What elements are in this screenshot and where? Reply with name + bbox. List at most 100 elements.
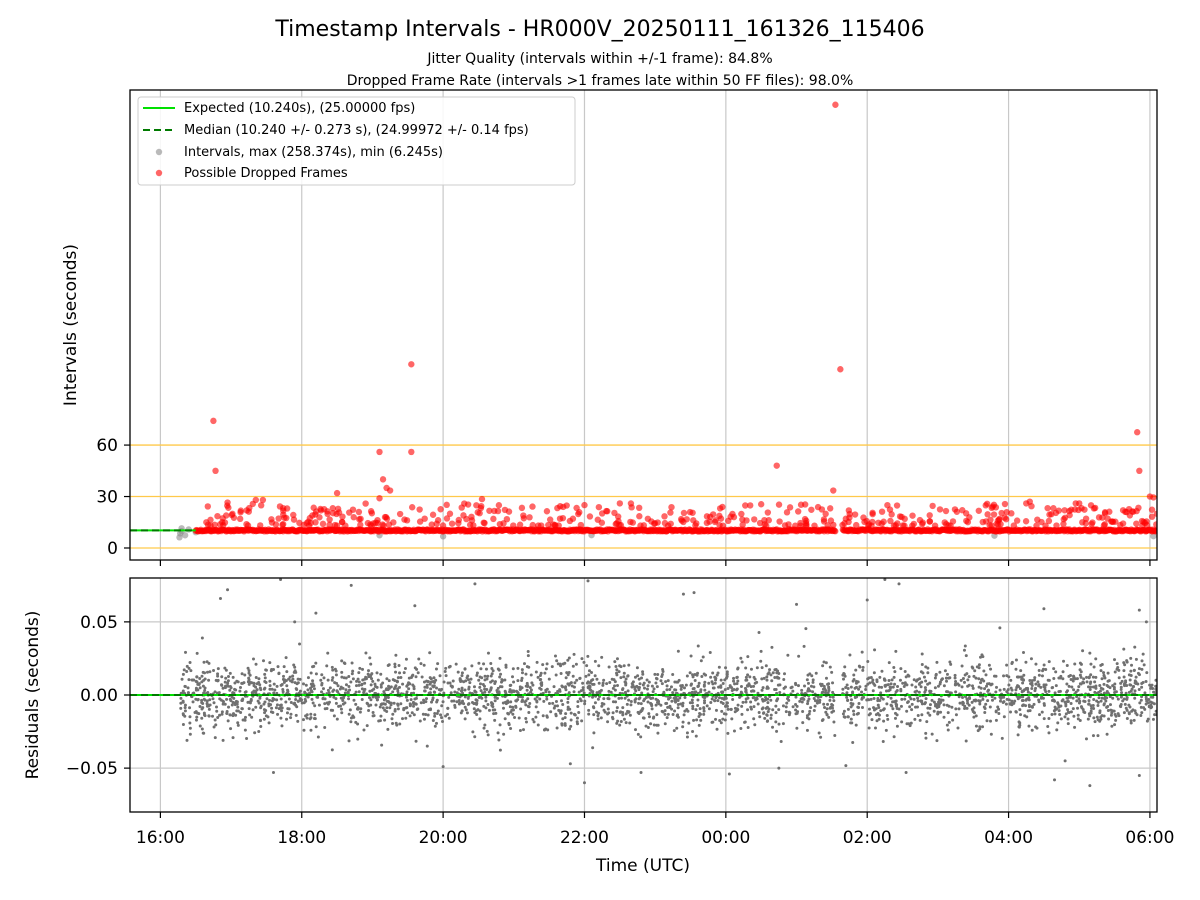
dropped-frame-point <box>439 522 447 529</box>
residual-point <box>366 669 370 673</box>
residual-point <box>321 697 325 701</box>
residual-point <box>461 699 465 703</box>
residual-point <box>396 691 400 695</box>
residual-point <box>739 656 743 660</box>
residual-point <box>616 719 620 723</box>
residual-point <box>503 717 507 721</box>
residual-point <box>347 674 351 678</box>
residual-point <box>433 714 437 718</box>
residual-point <box>892 666 896 670</box>
dropped-frame-point <box>651 520 658 527</box>
residual-point <box>889 682 893 686</box>
residual-point <box>1137 688 1141 692</box>
residual-point <box>229 699 233 703</box>
residual-point <box>243 673 247 677</box>
residual-point <box>195 715 199 719</box>
residual-point <box>563 722 567 726</box>
residual-point <box>512 680 516 684</box>
residual-point <box>572 685 576 689</box>
residual-point <box>294 713 298 717</box>
dropped-frame-point <box>680 518 687 526</box>
residual-point <box>428 691 432 695</box>
residual-point <box>961 701 965 705</box>
residual-point <box>561 703 565 707</box>
residual-point <box>1144 702 1148 706</box>
dropped-frame-point <box>329 505 336 512</box>
dropped-frame-outlier <box>259 496 267 504</box>
residual-point <box>268 679 272 683</box>
residual-point <box>882 719 886 723</box>
residual-point <box>378 719 382 723</box>
residual-point <box>924 697 928 701</box>
residual-point <box>848 653 852 657</box>
dropped-frame-point <box>845 507 853 514</box>
residual-point <box>668 696 672 700</box>
dropped-frame-point <box>794 508 802 515</box>
dropped-frame-point <box>786 504 794 511</box>
residual-point <box>693 679 697 683</box>
residual-point <box>954 707 958 711</box>
residual-point <box>607 689 611 693</box>
dropped-frame-point <box>1033 522 1040 529</box>
residual-point <box>298 677 302 681</box>
residual-point <box>578 677 582 681</box>
residual-point <box>615 706 619 710</box>
residual-point <box>1059 717 1063 721</box>
residual-point <box>659 703 663 707</box>
residual-point <box>520 671 524 675</box>
residual-point <box>600 655 604 659</box>
dropped-frame-outlier <box>386 487 394 494</box>
dropped-frame-point <box>495 502 503 509</box>
residual-point <box>463 717 467 721</box>
residual-point <box>181 722 185 726</box>
residual-point <box>752 675 756 679</box>
residual-point <box>513 716 517 720</box>
dropped-frame-point <box>1081 506 1088 513</box>
residual-point <box>527 705 531 709</box>
residual-point <box>1132 684 1136 688</box>
residual-point <box>436 709 440 713</box>
legend-dropped-swatch <box>155 169 163 177</box>
residual-point <box>536 710 540 714</box>
dropped-frame-point <box>853 521 860 529</box>
residual-point <box>655 713 659 717</box>
residual-point <box>699 688 703 692</box>
residual-point <box>630 685 634 689</box>
residual-point <box>1143 707 1147 711</box>
residual-point <box>278 703 282 707</box>
residual-point <box>950 705 954 709</box>
residual-point <box>799 697 803 701</box>
residual-point <box>1119 685 1123 689</box>
residual-point <box>906 673 910 677</box>
residuals-points <box>179 578 1157 788</box>
residual-point <box>640 676 644 680</box>
residual-point <box>675 680 679 684</box>
residual-point <box>842 677 846 681</box>
residual-point <box>321 687 325 691</box>
residual-point <box>305 713 309 717</box>
residual-point <box>944 676 948 680</box>
dropped-frame-point <box>243 520 250 528</box>
residual-point <box>330 678 334 682</box>
residual-point <box>972 674 976 678</box>
residual-point <box>844 685 848 689</box>
residual-point <box>405 706 409 710</box>
residual-point <box>1018 687 1022 691</box>
residual-point <box>433 712 437 716</box>
dropped-frame-point <box>997 520 1004 528</box>
residual-point <box>285 684 289 688</box>
residual-point <box>514 699 518 703</box>
residual-point <box>328 686 332 690</box>
residual-point <box>1067 711 1071 715</box>
residual-point <box>369 698 373 702</box>
residual-point <box>456 670 460 674</box>
residual-point <box>903 682 907 686</box>
residual-point <box>508 705 512 709</box>
residual-point <box>824 710 828 714</box>
residual-point <box>428 651 432 655</box>
residual-point <box>982 669 986 673</box>
residual-point <box>842 709 846 713</box>
residual-point <box>858 685 862 689</box>
residual-point <box>1147 698 1151 702</box>
residual-point <box>460 686 464 690</box>
